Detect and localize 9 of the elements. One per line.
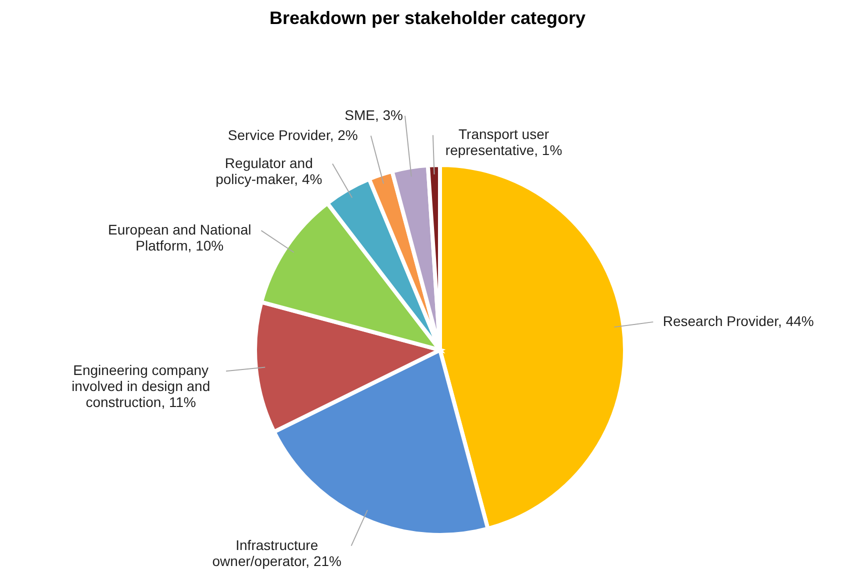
slice-label: Infrastructure owner/operator, 21% bbox=[212, 536, 342, 569]
slice-label: SME, 3% bbox=[344, 106, 403, 123]
slice-label: Engineering company involved in design and construction, 11% bbox=[72, 362, 210, 410]
slice-label: Research Provider, 44% bbox=[662, 312, 814, 329]
slice-label: Transport user representative, 1% bbox=[445, 126, 562, 158]
slice-label: Regulator and policy-maker, 4% bbox=[216, 154, 322, 187]
slice-label: Service Provider, 2% bbox=[228, 126, 358, 143]
slice-label: European and National Platform, 10% bbox=[108, 222, 252, 254]
chart-title: Breakdown per stakeholder category bbox=[269, 8, 586, 28]
